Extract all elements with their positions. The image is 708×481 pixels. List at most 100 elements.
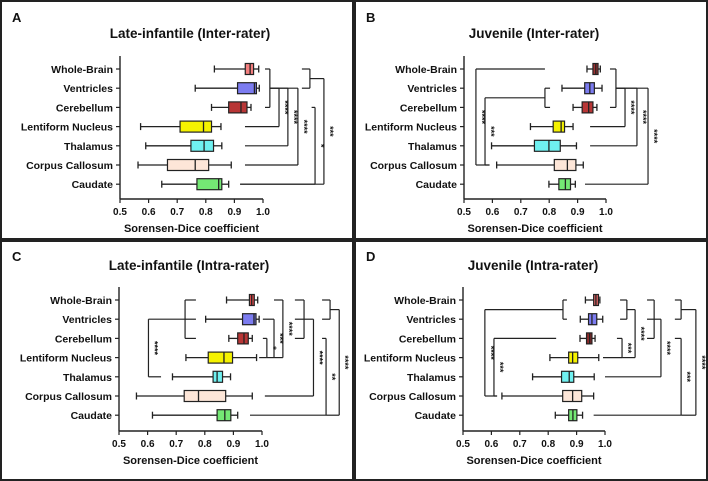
box-lentiform-nucleus [549,351,600,364]
category-label: Corpus Callosum [25,391,112,403]
x-axis-label: Sorensen-Dice coefficient [467,223,602,235]
panel-a: A Late-infantile (Inter-rater) 0.5 0.6 0.7 0.… [0,0,354,240]
significance-label: **** [626,100,636,115]
x-tick-label: 0.6 [142,207,156,218]
category-label: Whole-Brain [394,295,456,307]
chart-title: Late-infantile (Intra-rater) [109,258,270,273]
significance-label: **** [636,327,646,342]
category-label: Ventricles [406,314,456,326]
box-lentiform-nucleus [139,120,222,133]
chart-title: Juvenile (Intra-rater) [468,258,599,273]
significance-bracket: **** [584,87,659,185]
significance-bracket: *** [603,337,633,359]
box-whole-brain [584,293,601,307]
box-corpus-callosum [501,389,595,403]
box-iqr [216,409,232,422]
category-label: Cerebellum [55,333,112,345]
box-thalamus [531,370,595,383]
box-ventricles [579,313,604,326]
significance-bracket: **** [244,87,309,166]
significance-label: * [268,346,278,350]
x-tick-label: 0.5 [112,439,126,450]
chart-title: Late-infantile (Inter-rater) [110,26,271,41]
category-label: Cerebellum [56,102,113,114]
box-cerebellum [579,332,596,345]
significance-label: *** [495,362,505,373]
panel-letter: A [12,10,22,25]
category-label: Thalamus [408,141,457,153]
significance-label: **** [486,346,496,361]
significance-bracket: **** [274,299,294,359]
significance-label: *** [325,126,335,137]
box-iqr [241,313,257,326]
x-tick-label: 0.9 [227,207,241,218]
box-iqr [244,62,255,76]
significance-label: ** [327,373,337,381]
category-label: Corpus Callosum [26,160,113,172]
x-tick-label: 1.0 [256,207,270,218]
significance-label: **** [289,110,299,125]
category-label: Lentiform Nucleus [20,353,112,365]
box-iqr [166,158,210,172]
box-iqr [190,139,215,152]
category-label: Cerebellum [399,333,456,345]
box-whole-brain [225,293,259,307]
significance-label: **** [149,341,159,356]
box-corpus-callosum [135,389,253,403]
box-corpus-callosum [137,158,232,172]
box-thalamus [171,370,232,383]
box-iqr [560,370,575,383]
x-tick-label: 0.5 [457,207,471,218]
significance-bracket: **** [605,318,672,378]
box-caudate [554,409,584,422]
significance-bracket: * [259,337,278,359]
box-iqr [552,120,566,133]
x-tick-label: 0.7 [514,207,528,218]
box-whole-brain [586,62,601,76]
significance-label: * [316,144,326,148]
panel-border [354,240,708,481]
panel-letter: C [12,249,22,264]
box-iqr [533,139,561,152]
significance-bracket: **** [622,308,646,359]
significance-label: **** [280,100,290,115]
category-label: Ventricles [407,83,457,95]
box-caudate [151,409,239,422]
x-tick-label: 0.7 [513,439,527,450]
x-axis-label: Sorensen-Dice coefficient [123,455,258,467]
panel-b: B Juvenile (Inter-rater) 0.5 0.6 0.7 0.8 0.9 1.… [354,0,708,240]
x-tick-label: 0.8 [542,207,556,218]
significance-label: **** [284,322,294,337]
box-iqr [183,389,227,403]
box-iqr [558,178,572,191]
box-caudate [161,178,230,191]
significance-bracket: * [240,106,326,185]
box-cerebellum [210,101,252,114]
category-label: Corpus Callosum [370,160,457,172]
box-iqr [212,370,224,383]
category-label: Caudate [415,410,457,422]
significance-label: **** [314,351,324,366]
significance-bracket: *** [593,337,692,416]
category-label: Thalamus [64,141,113,153]
significance-label: **** [340,355,350,370]
panel-letter: D [366,249,375,264]
x-tick-label: 0.9 [571,207,585,218]
box-cerebellum [572,101,598,114]
significance-label: **** [697,355,707,370]
category-label: Thalamus [407,372,456,384]
significance-label: *** [623,343,633,354]
box-thalamus [490,139,578,152]
significance-bracket: *** [493,337,557,397]
category-label: Lentiform Nucleus [365,122,457,134]
x-tick-label: 0.8 [541,439,555,450]
significance-label: *** [486,126,496,137]
significance-bracket [562,299,567,320]
panel-letter: B [366,10,375,25]
x-tick-label: 0.7 [169,439,183,450]
significance-label: **** [477,110,487,125]
box-iqr [587,313,598,326]
box-lentiform-nucleus [529,120,574,133]
box-lentiform-nucleus [185,351,258,364]
category-label: Corpus Callosum [369,391,456,403]
